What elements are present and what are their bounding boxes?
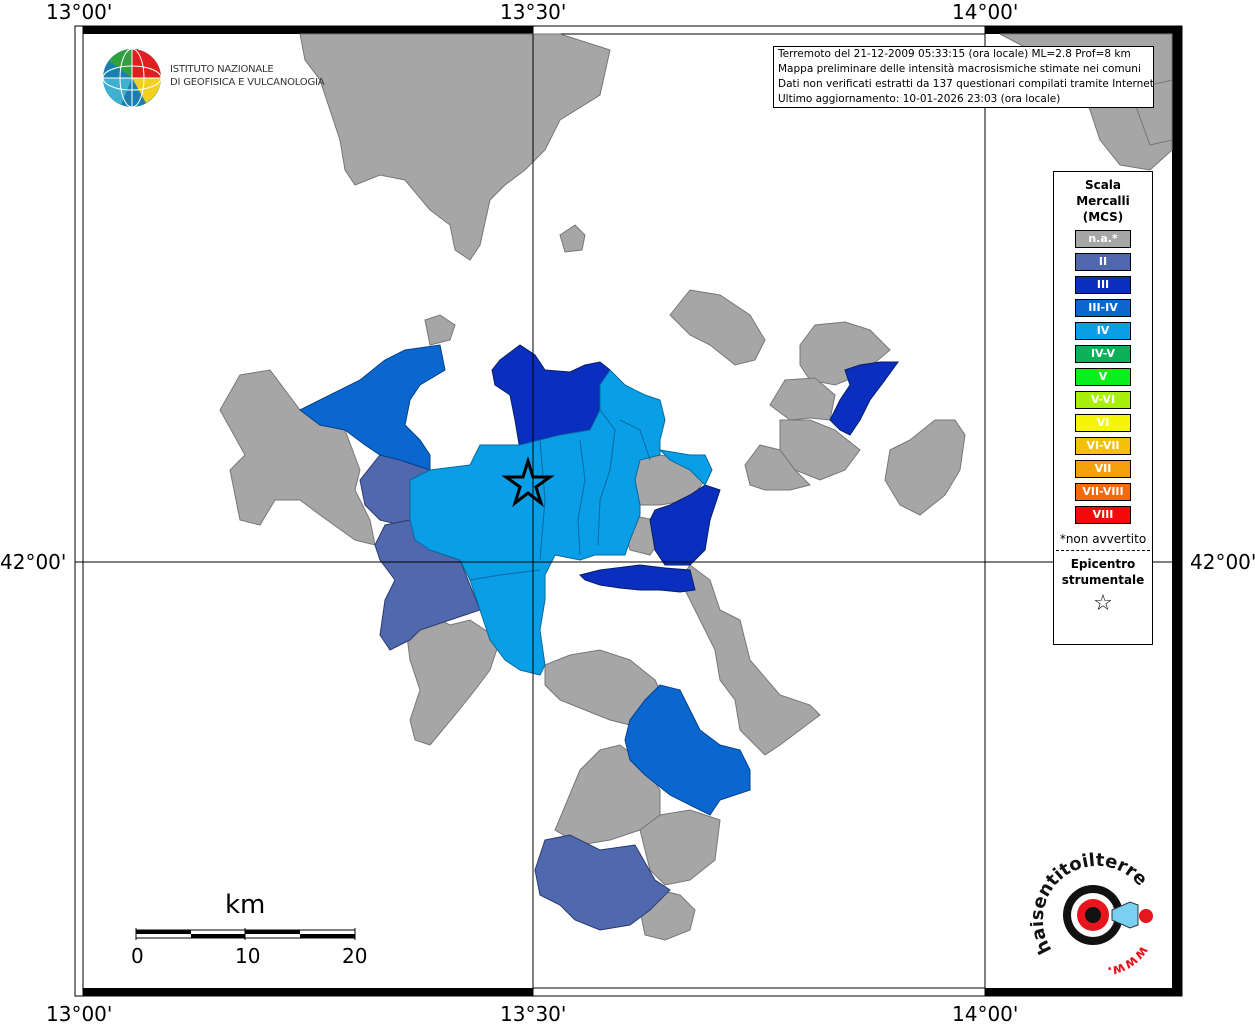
legend-title-line3: (MCS) — [1082, 210, 1124, 224]
municipalities-iii-iv — [299, 344, 751, 816]
legend-epicenter-line1: Epicentro — [1070, 557, 1136, 571]
legend-title-line1: Scala — [1084, 178, 1122, 192]
coord-top-1400: 14°00' — [952, 0, 1019, 24]
ingv-name-line2: DI GEOFISICA E VULCANOLOGIA — [170, 77, 325, 88]
frame-bar-top-mid — [532, 25, 986, 35]
frame-bar-left-bottom — [74, 561, 84, 997]
legend-star-icon: ☆ — [1093, 591, 1113, 616]
legend-item-12: VIII — [1075, 506, 1131, 524]
legend-epicenter-line2: strumentale — [1061, 573, 1145, 587]
legend-item-9: VI-VII — [1075, 437, 1131, 455]
frame-bar-right-top — [1172, 26, 1182, 562]
ingv-logo — [101, 47, 321, 109]
legend-item-8: VI — [1075, 414, 1131, 432]
event-info-line2: Mappa preliminare delle intensità macros… — [778, 63, 1141, 75]
legend-title: Scala Mercalli (MCS) — [1054, 177, 1152, 225]
scale-label-20: 20 — [342, 944, 368, 968]
scale-bar: km 0 10 20 — [120, 890, 380, 970]
legend-note: *non avvertito — [1059, 532, 1147, 546]
frame-bar-right-bottom — [1172, 562, 1182, 996]
frame-bar-bottom-mid — [532, 987, 986, 997]
municipalities-iv — [409, 369, 713, 676]
legend-item-10: VII — [1075, 460, 1131, 478]
inner-borders — [469, 409, 651, 581]
ingv-globe-icon — [102, 48, 162, 108]
scale-label-0: 0 — [131, 944, 144, 968]
legend-item-1: II — [1075, 253, 1131, 271]
legend-items: n.a.* II III III-IV IV IV-V V V-VI VI VI-VII VII VI… — [1054, 230, 1152, 524]
municipalities-iii — [491, 344, 899, 593]
scale-bar-graphic — [135, 928, 356, 940]
coord-right-4200: 42°00' — [1190, 550, 1255, 574]
coord-top-1300: 13°00' — [46, 0, 113, 24]
grid-lines — [83, 34, 1172, 988]
legend-epicenter-label: Epicentro strumentale — [1054, 556, 1152, 588]
event-info-box: Terremoto del 21-12-2009 05:33:15 (ora l… — [773, 46, 1154, 108]
coord-top-1330: 13°30' — [500, 0, 567, 24]
legend-item-4: IV — [1075, 322, 1131, 340]
event-info-line3: Dati non verificati estratti da 137 ques… — [778, 78, 1153, 90]
coord-left-4200: 42°00' — [0, 550, 67, 574]
frame-bar-bottom-left — [75, 988, 533, 996]
legend-item-6: V — [1075, 368, 1131, 386]
haisentito-logo: haisentitoilterremoto.it www. — [1021, 834, 1170, 980]
haisentito-target-icon: haisentitoilterremoto.it www. — [1021, 834, 1153, 980]
scale-unit: km — [225, 890, 266, 920]
frame-bar-top-left — [75, 26, 533, 34]
frame-bar-top-right — [985, 26, 1182, 34]
event-info-line4: Ultimo aggiornamento: 10-01-2026 23:03 (… — [778, 93, 1061, 105]
legend-item-2: III — [1075, 276, 1131, 294]
ingv-name: ISTITUTO NAZIONALE DI GEOFISICA E VULCAN… — [170, 63, 325, 89]
legend-separator — [1056, 550, 1150, 551]
coord-bottom-1300: 13°00' — [46, 1002, 113, 1026]
legend-item-11: VII-VIII — [1075, 483, 1131, 501]
frame-bar-left-top — [74, 25, 84, 563]
frame-bar-bottom-right — [985, 988, 1182, 996]
ingv-name-line1: ISTITUTO NAZIONALE — [170, 64, 274, 75]
event-info-line1: Terremoto del 21-12-2009 05:33:15 (ora l… — [778, 48, 1131, 60]
mcs-legend: Scala Mercalli (MCS) n.a.* II III III-IV IV I… — [1053, 171, 1153, 645]
haisentito-www: www. — [1106, 943, 1152, 980]
epicenter-star-icon — [501, 455, 555, 508]
legend-item-3: III-IV — [1075, 299, 1131, 317]
scale-label-10: 10 — [235, 944, 261, 968]
svg-text:www.: www. — [1106, 943, 1152, 980]
legend-item-7: V-VI — [1075, 391, 1131, 409]
coord-bottom-1330: 13°30' — [500, 1002, 567, 1026]
legend-item-0: n.a.* — [1075, 230, 1131, 248]
legend-item-5: IV-V — [1075, 345, 1131, 363]
legend-title-line2: Mercalli — [1076, 194, 1130, 208]
coord-bottom-1400: 14°00' — [952, 1002, 1019, 1026]
